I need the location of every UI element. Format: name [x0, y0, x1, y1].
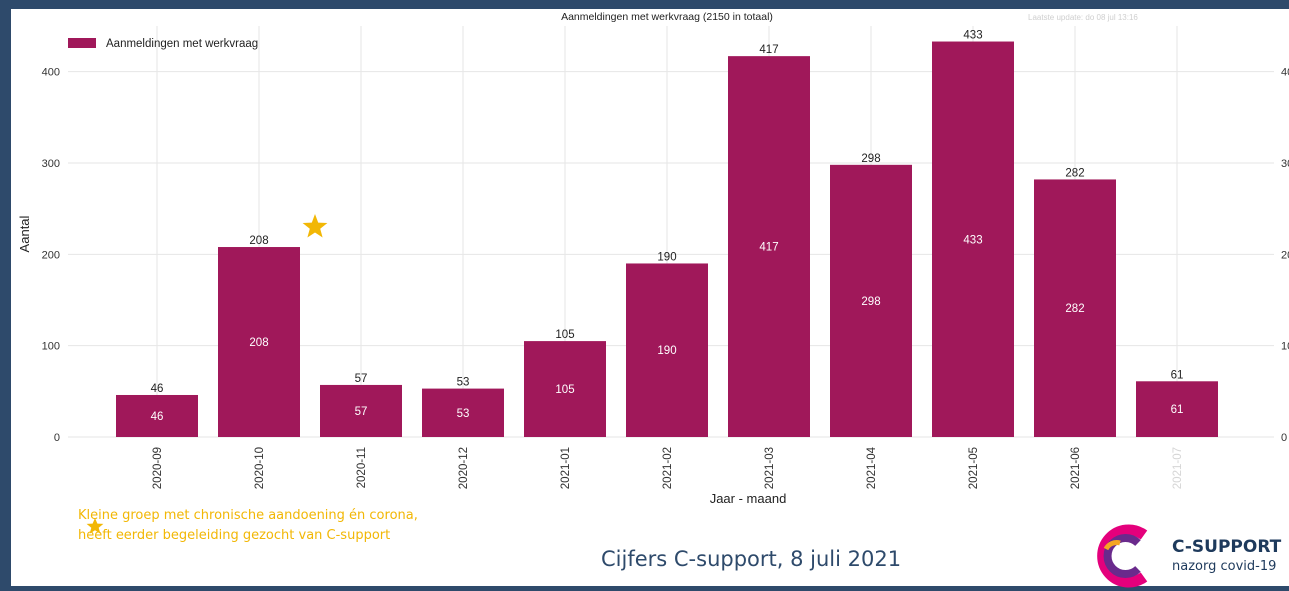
y-tick-label: 0	[54, 432, 60, 444]
bar-value-label-top: 46	[151, 383, 164, 395]
bar-value-label-top: 190	[657, 251, 676, 263]
y-tick-label-right: 100	[1281, 341, 1289, 353]
bar-value-label-inside: 298	[861, 296, 880, 308]
x-tick-label: 2020-10	[254, 447, 266, 489]
bar	[524, 341, 606, 437]
bar-value-label-inside: 105	[555, 384, 574, 396]
bar-value-label-top: 433	[963, 30, 982, 42]
x-axis-label: Jaar - maand	[710, 491, 787, 506]
frame-border	[0, 0, 1289, 9]
x-tick-label: 2021-03	[764, 447, 776, 489]
footnote: Kleine groep met chronische aandoening é…	[78, 506, 418, 546]
x-tick-label: 2020-09	[152, 447, 164, 489]
y-axis-label: Aantal	[17, 215, 32, 252]
y-tick-label: 100	[42, 341, 60, 353]
bar-value-label-top: 417	[759, 44, 778, 56]
y-tick-label: 200	[42, 249, 60, 261]
y-tick-label-right: 200	[1281, 249, 1289, 261]
x-tick-label: 2021-02	[662, 447, 674, 489]
y-tick-label-right: 0	[1281, 432, 1287, 444]
x-tick-label: 2021-05	[968, 447, 980, 489]
bar-chart: 0 0 100 100 200 200 300 300 400 400 46 46 208 208 57 57…	[17, 11, 1289, 506]
bar-value-label-inside: 61	[1171, 404, 1184, 416]
bar-value-label-inside: 433	[963, 234, 982, 246]
bar-value-label-inside: 282	[1065, 303, 1084, 315]
chart-title: Aanmeldingen met werkvraag (2150 in tota…	[561, 11, 773, 23]
bar-value-label-top: 208	[249, 235, 268, 247]
bar	[1034, 179, 1116, 437]
y-tick-label: 300	[42, 158, 60, 170]
y-tick-label: 400	[42, 67, 60, 79]
bar-value-label-top: 282	[1065, 167, 1084, 179]
bar	[320, 384, 402, 437]
update-note: Laatste update: do 08 jul 13:16	[1028, 13, 1138, 22]
bar	[626, 263, 708, 437]
x-tick-label: 2021-01	[560, 447, 572, 489]
c-support-logo-mark	[1097, 524, 1148, 588]
legend-label: Aanmeldingen met werkvraag	[106, 38, 258, 50]
bar-value-label-inside: 208	[249, 337, 268, 349]
x-tick-label: 2021-04	[866, 446, 878, 489]
y-tick-label-right: 300	[1281, 158, 1289, 170]
legend-swatch	[68, 38, 96, 48]
logo-subtitle: nazorg covid-19	[1172, 559, 1277, 574]
bar-value-label-inside: 46	[151, 411, 164, 423]
bar	[728, 56, 810, 437]
bar-value-label-top: 57	[355, 373, 368, 385]
x-tick-label: 2021-06	[1070, 447, 1082, 489]
footnote-line-2: heeft eerder begeleiding gezocht van C-s…	[78, 528, 391, 543]
x-tick-label: 2020-11	[356, 447, 368, 488]
bar-value-label-inside: 53	[457, 408, 470, 420]
bar	[932, 41, 1014, 437]
bar	[422, 388, 504, 437]
star-icon	[302, 214, 328, 238]
bar-value-label-top: 53	[457, 377, 470, 389]
bar	[218, 247, 300, 437]
slide-panel: 0 0 100 100 200 200 300 300 400 400 46 46 208 208 57 57…	[11, 9, 1289, 588]
bar	[116, 394, 198, 437]
bar-value-label-top: 105	[555, 329, 574, 341]
x-tick-label: 2021-07	[1172, 447, 1184, 489]
c-support-logo: C-SUPPORT nazorg covid-19	[1086, 521, 1286, 591]
slide-caption: Cijfers C-support, 8 juli 2021	[601, 547, 902, 571]
bar	[1136, 381, 1218, 437]
bar-value-label-top: 298	[861, 153, 880, 165]
bar	[830, 164, 912, 437]
bar-value-label-inside: 417	[759, 242, 778, 254]
x-tick-label: 2020-12	[458, 447, 470, 489]
bar-value-label-top: 61	[1171, 369, 1184, 381]
logo-brand-text: C-SUPPORT	[1172, 537, 1282, 557]
y-tick-label-right: 400	[1281, 67, 1289, 79]
star-icon	[86, 518, 104, 534]
bar-value-label-inside: 57	[355, 406, 368, 418]
bar-value-label-inside: 190	[657, 345, 676, 357]
footnote-line-1: Kleine groep met chronische aandoening é…	[78, 508, 418, 523]
